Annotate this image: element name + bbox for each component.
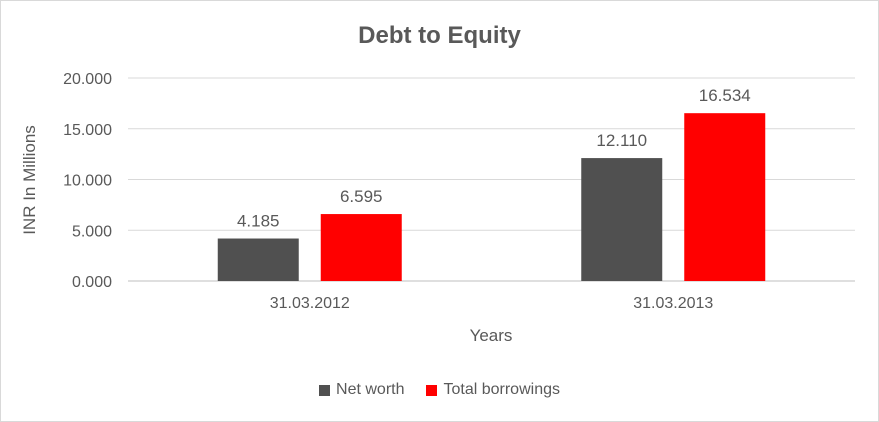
data-label: 4.185 xyxy=(237,212,280,231)
chart-title: Debt to Equity xyxy=(358,22,521,49)
bar-net-worth xyxy=(217,238,299,281)
data-label: 6.595 xyxy=(340,187,383,206)
legend: Net worth Total borrowings xyxy=(0,381,879,399)
data-label: 16.534 xyxy=(699,86,751,105)
legend-swatch-net-worth xyxy=(319,384,331,396)
bar-net-worth xyxy=(581,158,663,281)
bar-total-borrowings xyxy=(684,113,766,281)
legend-label: Total borrowings xyxy=(443,381,560,398)
y-tick-label: 5.000 xyxy=(72,223,112,240)
legend-item-net-worth: Net worth xyxy=(319,381,404,399)
legend-label: Net worth xyxy=(336,381,405,398)
y-tick-label: 15.000 xyxy=(63,122,112,139)
y-tick-label: 20.000 xyxy=(63,71,112,88)
bar-total-borrowings xyxy=(320,214,402,281)
legend-item-total-borrowings: Total borrowings xyxy=(426,381,560,399)
x-tick-label: 31.03.2012 xyxy=(270,295,350,312)
legend-swatch-total-borrowings xyxy=(426,384,438,396)
x-axis-label: Years xyxy=(469,326,513,345)
y-tick-label: 0.000 xyxy=(72,274,112,291)
y-tick-label: 10.000 xyxy=(63,173,112,190)
x-tick-label: 31.03.2013 xyxy=(633,295,713,312)
data-label: 12.110 xyxy=(596,131,647,150)
